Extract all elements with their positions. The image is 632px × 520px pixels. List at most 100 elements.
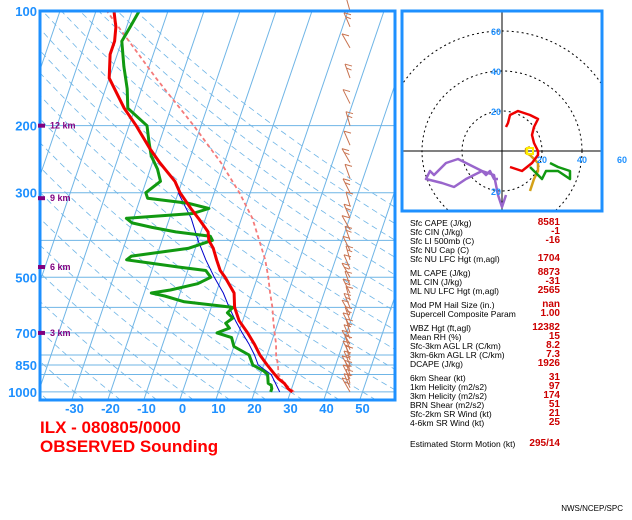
param-label: 3km Helicity (m2/s2) <box>410 391 487 401</box>
hodograph-ring-label: 40 <box>577 155 587 165</box>
dry-adiabat-line <box>0 11 11 400</box>
wind-barb-flag <box>344 182 351 186</box>
wind-barb-flag <box>345 354 351 358</box>
hodograph-ring <box>461 110 543 192</box>
pressure-tick-label: 200 <box>15 119 37 134</box>
wind-barb <box>342 364 351 380</box>
param-label: ML CAPE (J/kg) <box>410 268 471 278</box>
wind-barb <box>341 33 351 49</box>
hodograph <box>402 11 602 211</box>
hodograph-ring-label: 20 <box>491 107 501 117</box>
param-value: 2565 <box>537 285 560 296</box>
param-value: 174 <box>543 390 560 401</box>
isotherm-line <box>215 11 349 400</box>
wind-barb <box>343 350 351 366</box>
param-value: 25 <box>548 417 560 428</box>
param-label: ML CIN (J/kg) <box>410 277 463 287</box>
wind-barb <box>344 271 351 286</box>
hodograph-ring-label: 40 <box>491 67 501 77</box>
isotherm-line <box>71 11 205 400</box>
isotherm-line <box>251 11 385 400</box>
pressure-tick-label: 100 <box>15 4 37 19</box>
height-marker-label: 12 km <box>50 121 76 131</box>
isotherm-line <box>287 83 395 400</box>
sounding-type-title: OBSERVED Sounding <box>40 437 219 456</box>
hodograph-ring-label: 60 <box>491 27 501 37</box>
param-value: nan <box>542 299 560 310</box>
param-label: Sfc-2km SR Wind (kt) <box>410 409 492 419</box>
dry-adiabat-line <box>40 94 395 370</box>
wind-barb-flag <box>341 329 350 333</box>
param-value: 15 <box>548 331 560 342</box>
wind-barb-flag <box>344 270 353 274</box>
wind-barb <box>345 111 351 126</box>
dry-adiabat-line <box>40 166 340 400</box>
dewpoint-trace <box>120 11 274 393</box>
wind-barb-flag <box>345 207 351 211</box>
pressure-tick-label: 700 <box>15 326 37 341</box>
param-label: 3km-6km AGL LR (C/km) <box>410 350 505 360</box>
param-label: 4-6km SR Wind (kt) <box>410 418 485 428</box>
hodograph-ring-label: 20 <box>491 187 501 197</box>
temperature-tick-label: -10 <box>137 401 156 416</box>
wind-barb <box>341 355 351 371</box>
wind-barb <box>343 12 351 27</box>
wind-barb-flag <box>343 12 352 16</box>
wind-barb-flag <box>342 178 351 182</box>
wind-barb <box>342 89 351 104</box>
param-value: 8873 <box>537 267 560 278</box>
height-marker-label: 3 km <box>50 328 71 338</box>
param-value: -16 <box>545 235 560 246</box>
param-label: 6km Shear (kt) <box>410 373 466 383</box>
temperature-axis-labels: -30 -20 -10 0 10 20 30 40 50 <box>65 401 370 416</box>
wind-barb-flag <box>341 148 350 152</box>
wind-barb <box>344 226 351 241</box>
param-row: 3km-6km AGL LR (C/km) 7.3 <box>410 349 560 360</box>
param-row: Estimated Storm Motion (kt) 295/14 <box>410 438 560 449</box>
param-value: 1926 <box>537 358 560 369</box>
wind-barb <box>341 299 351 315</box>
hodograph-ring <box>402 30 602 86</box>
param-row: DCAPE (J/kg) 1926 <box>410 358 560 369</box>
skew-t-traces <box>106 11 295 394</box>
wind-barb <box>343 373 351 388</box>
param-value: 1.00 <box>540 308 560 319</box>
param-label: BRN Shear (m2/s2) <box>410 400 485 410</box>
isotherm-line <box>40 11 169 390</box>
wind-barb <box>342 340 351 356</box>
wind-barb <box>341 263 351 278</box>
temperature-tick-label: 30 <box>283 401 297 416</box>
wind-barb <box>343 130 351 146</box>
wind-barb <box>341 148 351 163</box>
param-label: Sfc CIN (J/kg) <box>410 227 463 237</box>
wind-barb-flag <box>343 254 352 258</box>
param-label: WBZ Hgt (ft,agl) <box>410 323 471 333</box>
wind-barb <box>343 324 351 339</box>
pressure-axis-labels: 100 200 300 500 700 850 1000 <box>8 4 37 400</box>
wind-barb-flag <box>341 33 350 37</box>
wind-barb <box>343 204 351 219</box>
temperature-trace <box>107 11 294 394</box>
temperature-tick-label: -30 <box>65 401 84 416</box>
wind-barb <box>342 278 351 294</box>
param-row: Sfc-3km AGL LR (C/km) 8.2 <box>410 340 560 351</box>
param-row: ML CAPE (J/kg) 8873 <box>410 267 560 278</box>
param-value: 12382 <box>532 322 560 333</box>
param-row: 1km Helicity (m2/s2) 97 <box>410 381 560 392</box>
height-marker-tick <box>38 265 45 270</box>
wind-barb <box>342 178 351 193</box>
pressure-tick-label: 1000 <box>8 385 37 400</box>
param-value: 295/14 <box>529 438 560 449</box>
wind-barb <box>344 164 351 179</box>
wind-barb <box>341 330 351 345</box>
wind-barb-flag <box>345 368 354 372</box>
temperature-tick-label: 10 <box>211 401 225 416</box>
dry-adiabat-line <box>40 191 304 400</box>
dry-adiabat-line <box>98 11 395 241</box>
credit-label: NWS/NCEP/SPC <box>561 504 623 513</box>
wind-barb <box>346 0 351 12</box>
param-row: ML NU LFC Hgt (m,agl) 2565 <box>410 285 560 296</box>
wind-barb-flag <box>341 377 350 381</box>
wind-barb <box>343 293 351 308</box>
wind-barb-flag <box>345 16 351 20</box>
